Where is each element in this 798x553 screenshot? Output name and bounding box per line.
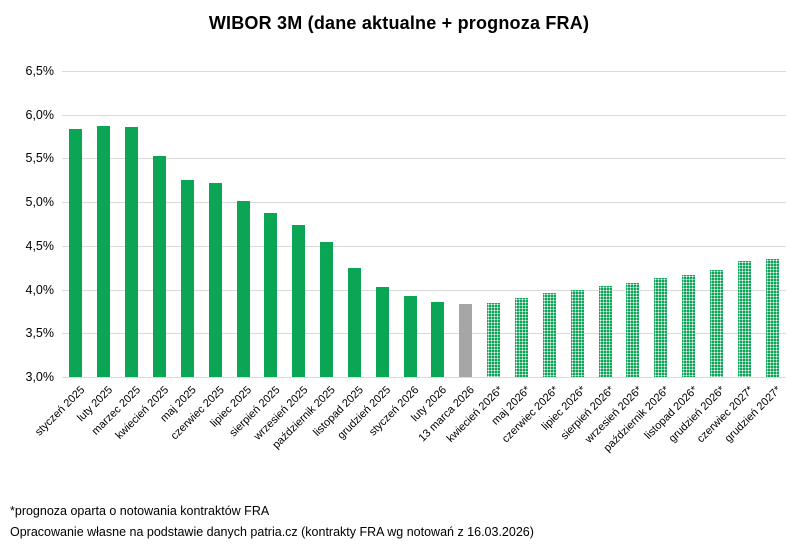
bar [515,298,528,377]
bar [459,303,473,377]
bar [69,128,83,377]
gridline [62,202,786,203]
bar [403,295,417,377]
y-axis-tick-label: 3,5% [25,326,55,340]
y-axis-tick-label: 4,5% [25,239,55,253]
bar [431,301,445,377]
y-axis-tick-label: 6,5% [25,64,55,78]
bar [682,274,695,377]
bar [598,286,612,377]
footnote-line-1: *prognoza oparta o notowania kontraktów … [10,504,270,518]
bar [626,282,640,377]
plot-area: 3,0% 3,5% 4,0% 4,5% 5,0% 5,5% 6,0% 6,5% styczeń … [26,64,786,454]
bar [208,182,222,377]
gridline [62,377,786,378]
gridline [62,158,786,159]
gridline [62,71,786,72]
bar [180,180,194,377]
bar [765,259,779,377]
bar [97,126,111,377]
gridline [62,290,786,291]
bar [264,212,278,377]
bar [542,293,556,377]
y-axis-tick-label: 5,0% [25,195,55,209]
bar [125,127,139,377]
gridline [62,333,786,334]
gridline [62,115,786,116]
y-axis-tick-label: 4,0% [25,283,55,297]
chart-title: WIBOR 3M (dane aktualne + prognoza FRA) [208,13,590,33]
bar [654,278,668,377]
bar [375,286,389,377]
y-axis-tick-label: 5,5% [25,151,55,165]
bar [487,302,501,377]
bar [570,289,584,377]
chart-footnote: *prognoza oparta o notowania kontraktów … [10,501,534,543]
bar [320,242,333,377]
footnote-line-2: Opracowanie własne na podstawie danych p… [10,525,534,539]
bar [292,224,306,377]
bar [236,201,250,377]
y-axis-tick-label: 3,0% [25,370,55,384]
gridline [62,246,786,247]
bar [737,260,751,377]
bar [153,155,166,377]
bar [347,267,361,377]
bar [709,270,723,377]
y-axis-tick-label: 6,0% [25,108,55,122]
